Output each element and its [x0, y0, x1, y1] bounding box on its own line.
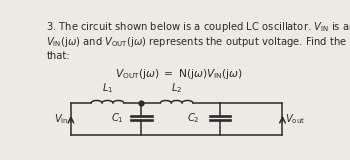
Text: $C_1$: $C_1$: [111, 111, 124, 125]
Text: $V_{\rm OUT}$(j$\omega$) $=$ N(j$\omega$)$V_{\rm IN}$(j$\omega$): $V_{\rm OUT}$(j$\omega$) $=$ N(j$\omega$…: [116, 67, 243, 81]
Text: $V_{\rm IN}$(j$\omega$) and $V_{\rm OUT}$(j$\omega$) represents the output volta: $V_{\rm IN}$(j$\omega$) and $V_{\rm OUT}…: [47, 35, 350, 49]
Text: $L_2$: $L_2$: [171, 81, 182, 95]
Text: $V_{\rm out}$: $V_{\rm out}$: [285, 112, 305, 126]
Text: $L_1$: $L_1$: [102, 81, 113, 95]
Text: $C_2$: $C_2$: [187, 111, 200, 125]
Text: that:: that:: [47, 51, 70, 61]
Text: $V_{\rm in}$: $V_{\rm in}$: [54, 112, 68, 126]
Text: 3. The circuit shown below is a coupled LC oscillator. $V_{\rm IN}$ is an AC vol: 3. The circuit shown below is a coupled …: [47, 20, 350, 34]
